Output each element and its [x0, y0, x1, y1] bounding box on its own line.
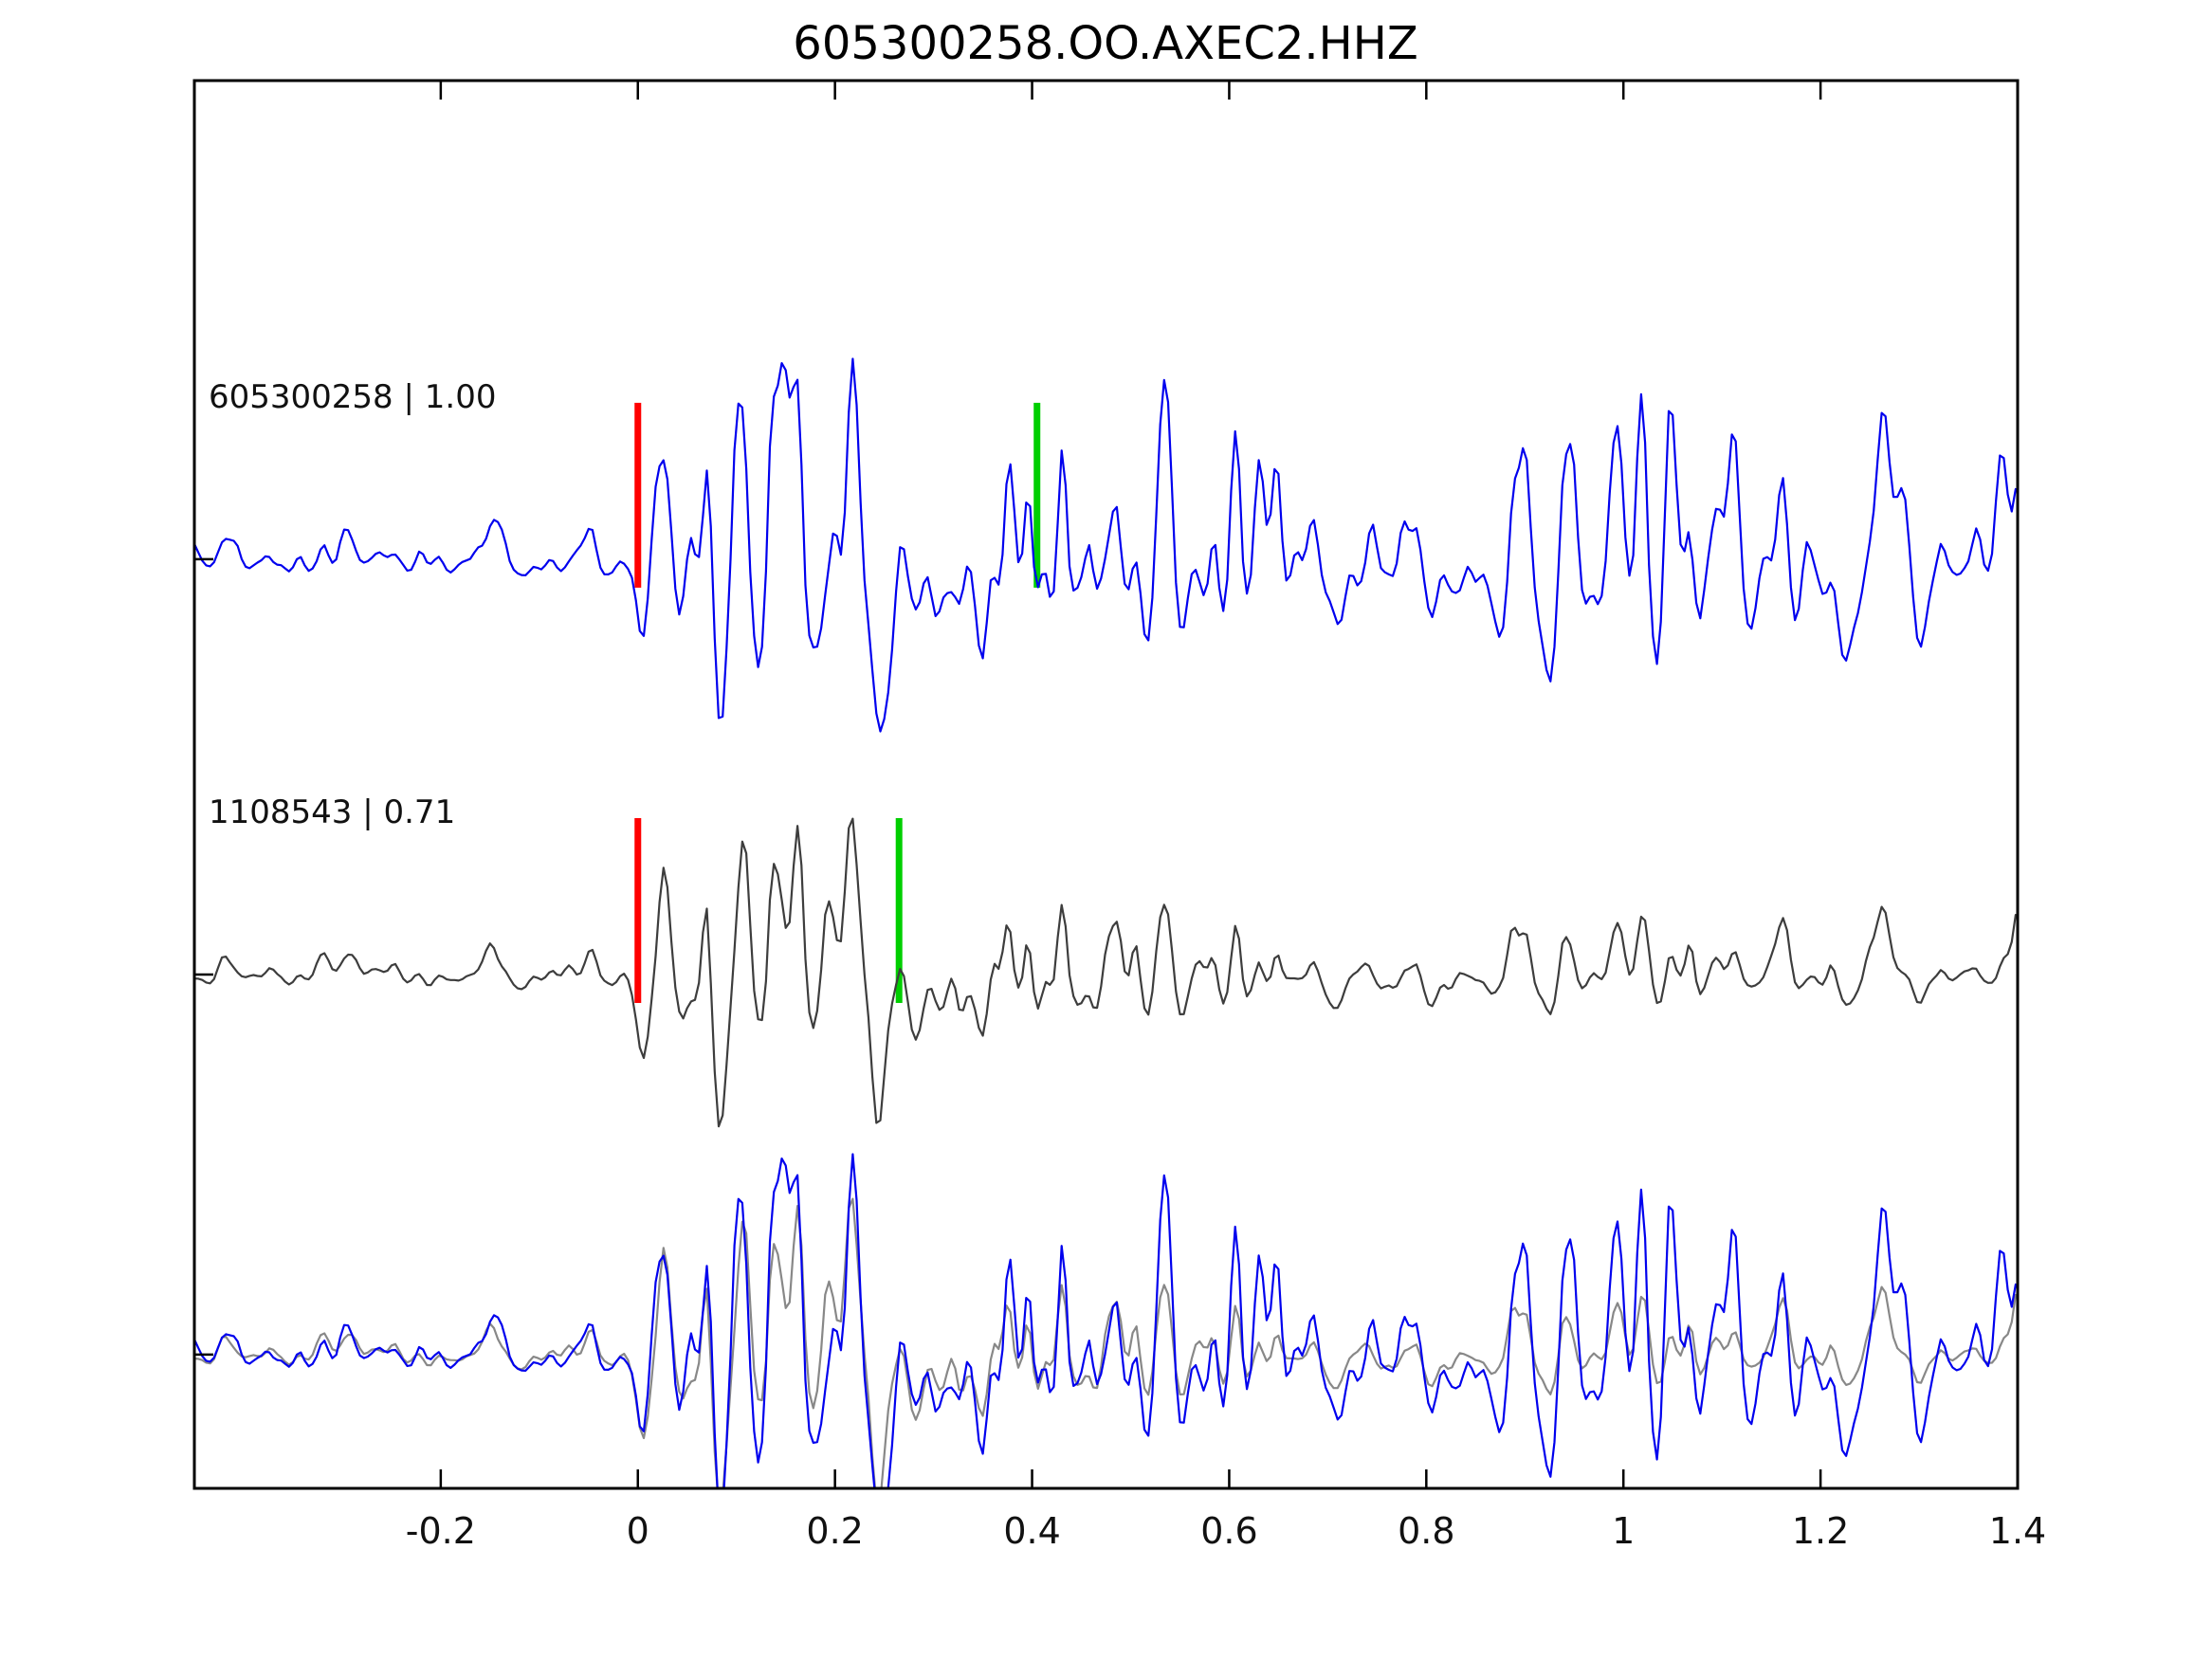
- waveform-t1-row2: [194, 1153, 2017, 1488]
- chart-title: 605300258.OO.AXEC2.HHZ: [793, 17, 1417, 70]
- x-tick-label: -0.2: [406, 1510, 476, 1552]
- waveform-t2-row1: [194, 817, 2017, 1128]
- x-tick-label: 0.2: [806, 1510, 863, 1552]
- pick-marker-red: [634, 402, 642, 588]
- x-tick-label: 0.6: [1200, 1510, 1257, 1552]
- x-tick-label: 1.2: [1792, 1510, 1849, 1552]
- x-tick-label: 0: [627, 1510, 649, 1552]
- detection-marker-green: [1033, 402, 1041, 588]
- detection-marker-green: [895, 817, 903, 1003]
- axes: -0.2 0 0.2 0.4 0.6 0.8 1 1.2 1.4 605300258 | 1.00…: [192, 79, 2046, 1552]
- x-tick-label: 1.4: [1989, 1510, 2046, 1552]
- x-tick-label: 1: [1612, 1510, 1635, 1552]
- axes-border: [192, 79, 2020, 1490]
- waveform-t2-row2: [194, 1197, 2017, 1488]
- waveform-t1-row0: [194, 357, 2017, 733]
- pick-markers: [634, 402, 1041, 1003]
- waveforms: [194, 357, 2017, 1488]
- pick-marker-red: [634, 817, 642, 1003]
- x-tick-label: 0.8: [1398, 1510, 1454, 1552]
- trace-label: 605300258 | 1.00: [209, 378, 496, 416]
- x-tick-label: 0.4: [1003, 1510, 1060, 1552]
- trace-label: 1108543 | 0.71: [209, 793, 455, 831]
